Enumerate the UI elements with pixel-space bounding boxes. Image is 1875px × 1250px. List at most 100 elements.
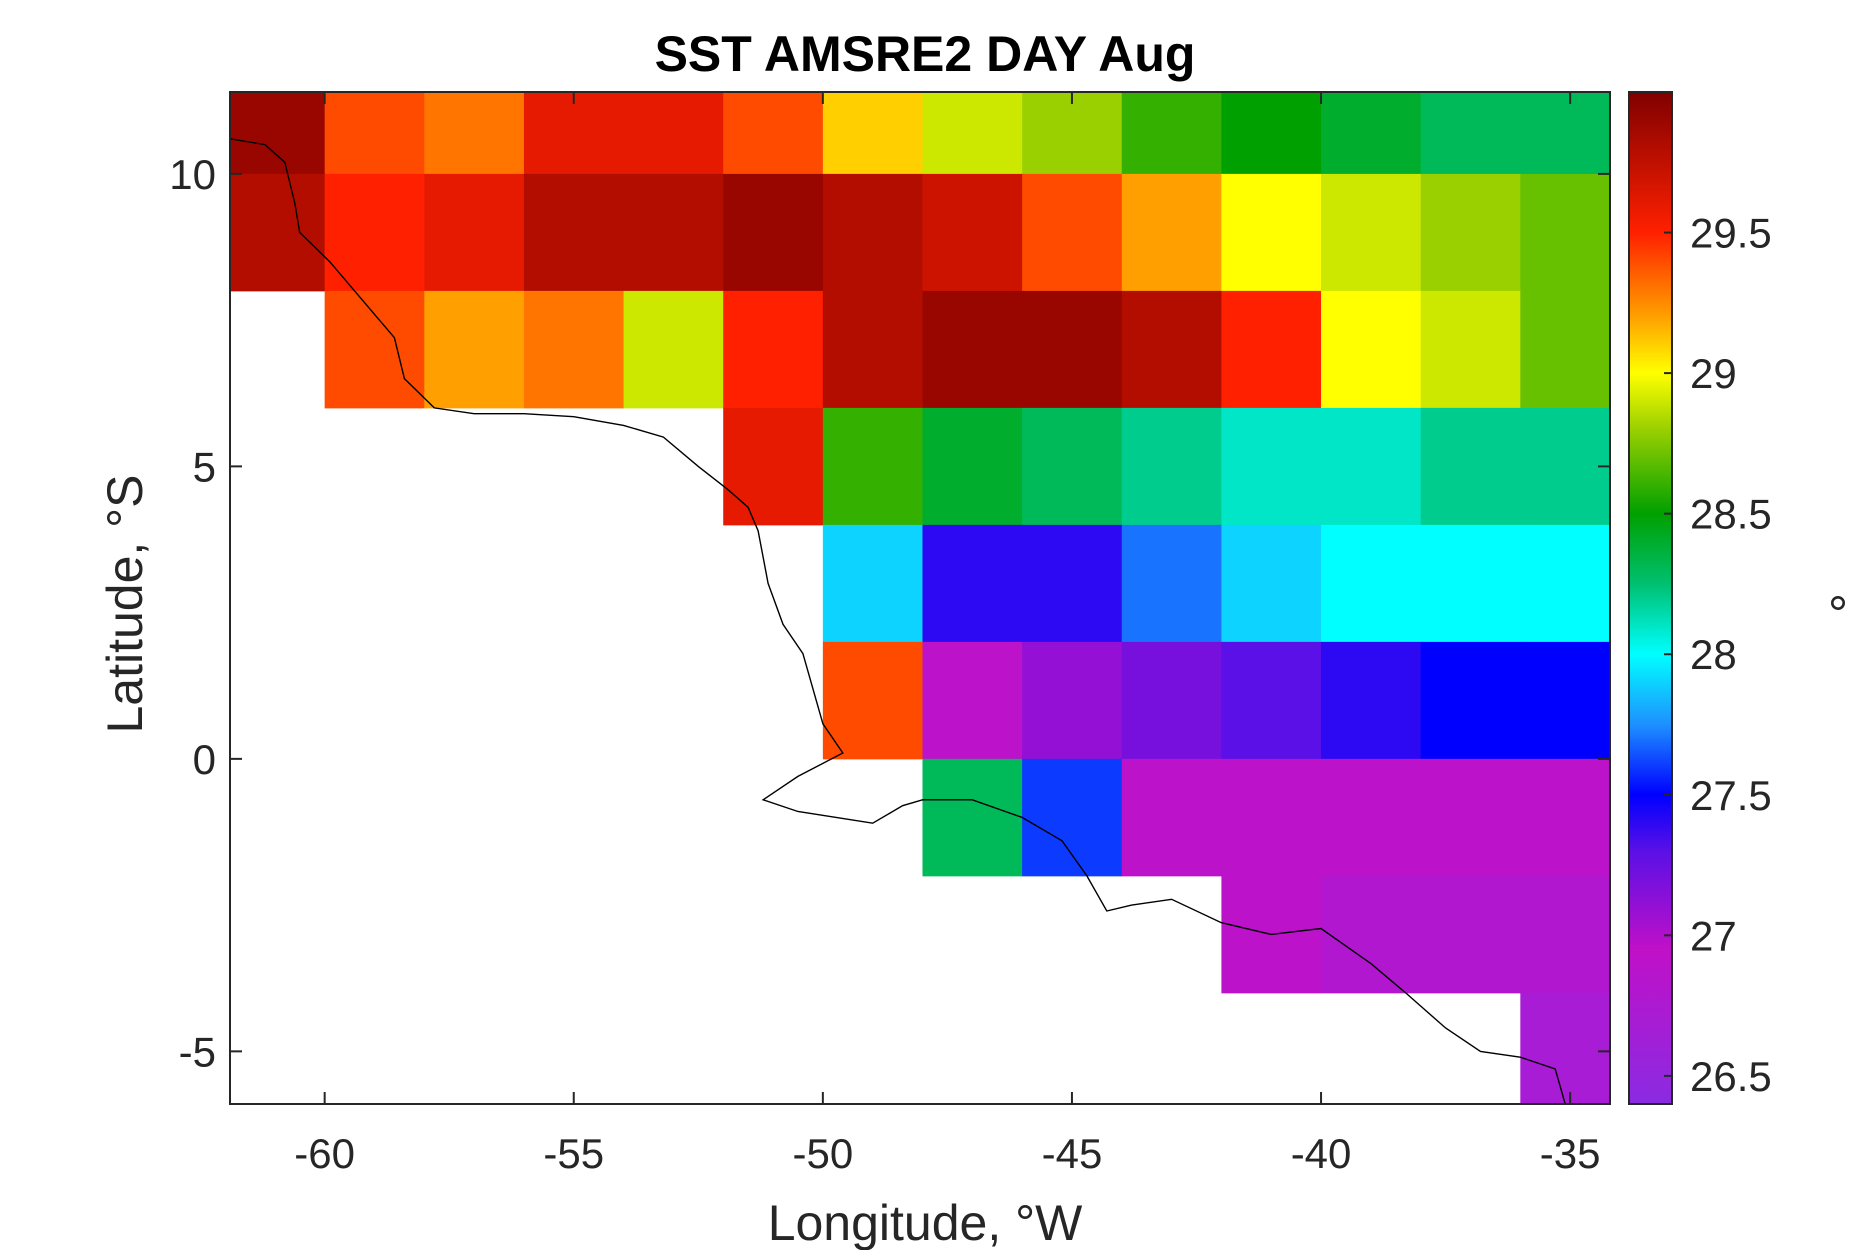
sst-cell — [1221, 290, 1322, 409]
sst-cell — [1121, 758, 1222, 877]
sst-cell — [922, 407, 1023, 526]
sst-cell — [822, 290, 923, 409]
sst-cell — [1520, 641, 1610, 760]
colorbar-tick-label: 27.5 — [1690, 772, 1772, 819]
x-tick-label: -60 — [294, 1130, 355, 1177]
y-tick-label: -5 — [179, 1028, 216, 1075]
sst-cell — [723, 92, 824, 175]
colorbar-ticks: 26.5 27 27.5 28 28.5 29 29.5 — [1664, 210, 1772, 1100]
sst-cell — [1221, 407, 1322, 526]
x-tick-label: -45 — [1042, 1130, 1103, 1177]
x-axis-ticks: -60 -55 -50 -45 -40 -35 — [294, 92, 1600, 1177]
sst-cell — [1321, 92, 1422, 175]
sst-cell — [1520, 992, 1610, 1104]
y-tick-label: 10 — [169, 151, 216, 198]
sst-cell — [1121, 524, 1222, 643]
sst-cell — [1022, 758, 1123, 877]
sst-cell — [324, 290, 425, 409]
colorbar-tick-label: 29 — [1690, 350, 1737, 397]
sst-cell — [230, 173, 326, 292]
coastline — [230, 138, 1566, 1104]
sst-cell — [424, 290, 525, 409]
sst-cell — [822, 173, 923, 292]
sst-cell — [623, 173, 724, 292]
sst-cell — [922, 524, 1023, 643]
x-axis-label: Longitude, °W — [768, 1195, 1083, 1250]
sst-cell — [1420, 875, 1521, 994]
sst-cell — [822, 92, 923, 175]
sst-cell — [1221, 173, 1322, 292]
sst-cell — [1121, 407, 1222, 526]
sst-cell — [1221, 92, 1322, 175]
sst-cell — [523, 290, 625, 409]
sst-cell — [1121, 173, 1222, 292]
y-tick-label: 5 — [193, 443, 216, 490]
colorbar-tick-label: 29.5 — [1690, 210, 1772, 257]
sst-cell — [623, 290, 724, 409]
sst-cell — [1321, 758, 1422, 877]
sst-cell — [922, 173, 1023, 292]
sst-cell — [1520, 407, 1610, 526]
colorbar-tick-label: 27 — [1690, 912, 1737, 959]
sst-cell — [1420, 173, 1521, 292]
sst-cell — [723, 407, 824, 526]
y-axis-ticks: -5 0 5 10 — [169, 151, 1610, 1075]
sst-cell — [1520, 524, 1610, 643]
sst-cell — [822, 641, 923, 760]
y-axis-label: Latitude, °S — [97, 474, 153, 733]
sst-cell — [1221, 524, 1322, 643]
sst-cell — [1022, 641, 1123, 760]
sst-cell — [1121, 290, 1222, 409]
sst-cell — [324, 92, 425, 175]
sst-cell — [822, 407, 923, 526]
plot-frame — [229, 91, 1611, 1105]
sst-cell — [922, 92, 1023, 175]
colorbar-label: ° — [1799, 593, 1855, 613]
sst-cell — [1420, 758, 1521, 877]
sst-cell — [1121, 641, 1222, 760]
colorbar-gradient — [1628, 91, 1673, 1105]
sst-cell — [1321, 407, 1422, 526]
x-tick-label: -50 — [793, 1130, 854, 1177]
sst-cell — [1022, 524, 1123, 643]
sst-cell — [1420, 92, 1521, 175]
x-tick-label: -35 — [1540, 1130, 1601, 1177]
sst-cell — [1022, 173, 1123, 292]
sst-cell — [723, 173, 824, 292]
sst-cell — [523, 92, 625, 175]
sst-cell — [1520, 173, 1610, 292]
sst-cells — [230, 92, 1610, 1104]
sst-cell — [1321, 875, 1422, 994]
y-tick-label: 0 — [193, 736, 216, 783]
x-tick-label: -40 — [1291, 1130, 1352, 1177]
sst-cell — [1321, 524, 1422, 643]
sst-cell — [424, 173, 525, 292]
sst-cell — [1420, 290, 1521, 409]
sst-cell — [324, 173, 425, 292]
chart-title: SST AMSRE2 DAY Aug — [655, 26, 1196, 82]
sst-cell — [1221, 758, 1322, 877]
sst-cell — [523, 173, 625, 292]
colorbar: 26.5 27 27.5 28 28.5 29 29.5 ° — [1628, 91, 1855, 1105]
sst-cell — [1420, 641, 1521, 760]
sst-cell — [1022, 92, 1123, 175]
sst-cell — [1321, 290, 1422, 409]
colorbar-tick-label: 28 — [1690, 631, 1737, 678]
sst-cell — [922, 758, 1023, 877]
sst-cell — [1022, 407, 1123, 526]
x-tick-label: -55 — [543, 1130, 604, 1177]
sst-cell — [1520, 290, 1610, 409]
sst-cell — [424, 92, 525, 175]
colorbar-tick-label: 26.5 — [1690, 1053, 1772, 1100]
sst-cell — [1420, 407, 1521, 526]
sst-cell — [922, 290, 1023, 409]
colorbar-tick-label: 28.5 — [1690, 491, 1772, 538]
sst-cell — [1520, 758, 1610, 877]
sst-cell — [230, 92, 326, 175]
sst-cell — [1221, 641, 1322, 760]
sst-cell — [822, 524, 923, 643]
plot-area — [229, 91, 1611, 1105]
sst-cell — [1420, 524, 1521, 643]
sst-cell — [1121, 92, 1222, 175]
sst-cell — [922, 641, 1023, 760]
